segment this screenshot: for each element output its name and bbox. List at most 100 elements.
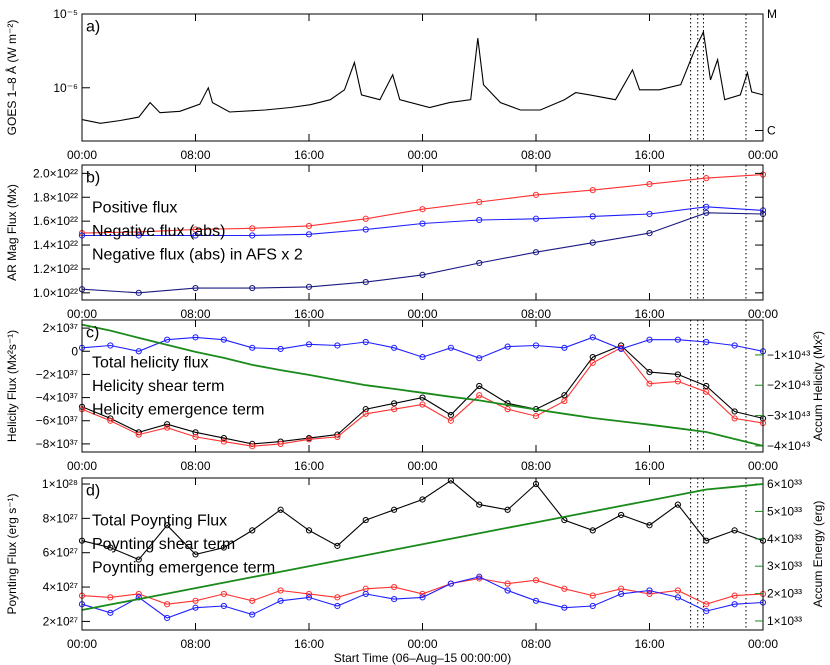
data-point	[305, 341, 313, 348]
data-point	[476, 355, 483, 362]
series-line	[81, 479, 764, 561]
data-point	[447, 344, 454, 351]
y-tick-label: 6×10²⁷	[43, 546, 78, 560]
x-tick-label: 00:00	[67, 148, 97, 162]
data-point	[220, 544, 227, 551]
data-point	[646, 229, 653, 237]
data-point	[192, 433, 199, 441]
data-point	[249, 597, 256, 604]
y-axis-title: Poynting Flux (erg s⁻¹)	[5, 493, 19, 614]
data-point	[305, 590, 313, 598]
y-tick-label: 1.8×10²²	[33, 190, 78, 204]
data-point	[164, 522, 171, 529]
data-point	[391, 595, 398, 603]
x-tick-label: 08:00	[180, 637, 210, 651]
data-point	[192, 604, 199, 611]
data-point	[476, 259, 483, 267]
data-point	[192, 429, 199, 436]
data-point	[135, 289, 142, 296]
data-point	[362, 406, 369, 413]
data-point	[646, 380, 653, 387]
y-axis-title: GOES 1–8 Å (W m⁻²)	[4, 20, 19, 136]
data-point	[447, 580, 454, 587]
data-point	[334, 433, 341, 441]
data-point	[646, 181, 653, 188]
data-point	[107, 609, 114, 616]
data-point	[192, 226, 199, 233]
data-point	[107, 544, 114, 551]
y2-tick-label: 1×10³³	[767, 614, 802, 628]
data-point	[107, 342, 114, 349]
y2-tick-label: C	[767, 124, 776, 138]
data-point	[532, 342, 540, 349]
y-tick-label: 1.4×10²²	[33, 238, 78, 252]
data-point	[305, 283, 313, 290]
data-point	[277, 345, 284, 353]
data-point	[135, 348, 142, 355]
data-point	[532, 577, 540, 584]
data-point	[419, 220, 426, 227]
series-line	[81, 30, 764, 124]
x-tick-label: 08:00	[521, 148, 551, 162]
data-point	[107, 594, 114, 601]
data-point	[646, 210, 653, 218]
panel-label: b)	[86, 170, 100, 187]
data-point	[674, 371, 681, 378]
data-point	[135, 590, 142, 598]
data-point	[532, 413, 540, 420]
data-point	[164, 336, 171, 343]
data-point	[532, 249, 540, 256]
y-axis-title: AR Mag Flux (Mx)	[5, 184, 19, 281]
data-point	[419, 401, 426, 408]
x-tick-label: 16:00	[634, 637, 664, 651]
data-point	[220, 336, 227, 343]
data-point	[447, 417, 454, 424]
data-point	[561, 604, 568, 611]
x-tick-label: 00:00	[67, 637, 97, 651]
y2-tick-label: −1×10⁴³	[767, 348, 810, 362]
data-point	[731, 415, 738, 422]
data-point	[646, 522, 653, 529]
data-point	[334, 542, 341, 549]
data-point	[589, 334, 596, 341]
x-tick-label: 16:00	[634, 307, 664, 321]
data-point	[362, 590, 369, 598]
data-point	[476, 501, 483, 508]
data-point	[476, 198, 483, 206]
data-point	[561, 344, 568, 351]
data-point	[391, 406, 398, 413]
data-point	[249, 284, 256, 292]
data-point	[476, 392, 483, 399]
series-line	[81, 344, 764, 445]
data-point	[419, 594, 426, 601]
data-point	[334, 594, 341, 601]
y-tick-label: 2×10²⁷	[43, 614, 78, 628]
y2-tick-label: 5×10³³	[767, 504, 802, 518]
data-point	[532, 597, 540, 604]
x-tick-label: 08:00	[180, 459, 210, 473]
data-point	[391, 400, 398, 407]
data-point	[589, 353, 596, 361]
y-tick-label: 1.2×10²²	[33, 262, 78, 276]
y2-axis-title: Accum Helicity (Mx²)	[811, 331, 825, 441]
series-line	[81, 347, 764, 447]
data-point	[164, 424, 171, 431]
data-point	[646, 590, 653, 598]
y-tick-label: 8×10²⁷	[43, 511, 78, 525]
data-point	[447, 411, 454, 419]
legend-label: Negative flux (abs)	[92, 223, 225, 240]
data-point	[135, 431, 142, 438]
data-point	[674, 594, 681, 601]
series-line	[81, 174, 764, 234]
x-tick-label: 08:00	[180, 148, 210, 162]
y2-tick-label: M	[767, 7, 777, 21]
x-tick-label: 16:00	[294, 307, 324, 321]
data-point	[249, 527, 256, 534]
x-tick-label: 00:00	[407, 148, 437, 162]
data-point	[674, 501, 681, 508]
x-tick-label: 00:00	[748, 307, 778, 321]
data-point	[305, 231, 313, 238]
data-point	[703, 537, 710, 544]
data-point	[561, 585, 568, 592]
